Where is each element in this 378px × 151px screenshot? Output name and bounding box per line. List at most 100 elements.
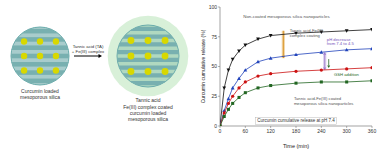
data-point: [244, 80, 247, 83]
y-tick-label: 75: [211, 34, 217, 40]
x-tick-label: 240: [317, 128, 326, 134]
annotation-line: from 7.4 to 4.5: [327, 41, 355, 46]
data-point: [319, 50, 323, 53]
data-point: [237, 50, 241, 53]
data-point: [256, 60, 260, 63]
arrow-head: [323, 52, 326, 55]
pores: [117, 27, 179, 86]
y-tick: [218, 36, 220, 37]
diagram-label: mesoporous silica: [128, 116, 168, 122]
pore-stripe: [11, 29, 69, 34]
arrow-label: + Fe(III) complex: [72, 49, 105, 54]
curcumin-dot: [128, 68, 135, 75]
pore-stripe: [117, 27, 179, 31]
data-point: [320, 80, 323, 83]
y-tick-label: 0: [214, 123, 217, 129]
x-tick-label: 0: [219, 128, 222, 134]
data-point: [269, 84, 272, 87]
annotations: Non-coated mesoporous silica nanoparticl…: [243, 14, 359, 124]
arrow-label-line: + Fe(III) complex: [72, 49, 105, 54]
y-tick-label: 100: [209, 4, 218, 10]
curcumin-dot: [145, 37, 152, 44]
curcumin-dot: [53, 67, 59, 73]
annotation-line: complex coating: [290, 33, 321, 38]
data-point: [223, 115, 226, 118]
curcumin-dot: [145, 68, 152, 75]
data-point: [222, 86, 226, 89]
y-tick: [218, 66, 220, 67]
data-point: [231, 86, 235, 89]
pore-stripe: [11, 79, 69, 84]
annotation: Non-coated mesoporous silica nanoparticl…: [243, 14, 330, 19]
data-point: [370, 79, 372, 82]
x-tick-label: 300: [342, 128, 351, 134]
data-point: [370, 28, 372, 31]
curcumin-dot: [162, 53, 169, 60]
diagram-label: mesoporous silica: [20, 94, 60, 100]
data-point: [269, 72, 272, 75]
annotation-line: GSH addition: [334, 72, 360, 77]
data-point: [244, 91, 247, 94]
diagram-label-line: mesoporous silica: [128, 116, 168, 122]
annotation: Tannic acid-Fe(III) coatedmesoporous sil…: [294, 96, 354, 106]
arrow-head: [327, 66, 330, 69]
data-point: [256, 74, 259, 77]
pore-stripe: [11, 62, 69, 67]
data-point: [220, 124, 222, 126]
diagram-label: Tannic acid: [135, 97, 160, 103]
x-tick-label: 60: [243, 128, 249, 134]
plot: 0601201802403003600255075100Time (min)Cu…: [200, 4, 376, 149]
change-range: [323, 52, 326, 70]
data-point: [320, 68, 323, 71]
annotation-line: mesoporous silica nanoparticles: [294, 101, 354, 106]
curcumin-dot: [37, 53, 43, 59]
data-point: [227, 69, 231, 72]
data-point: [345, 29, 349, 32]
series: [220, 28, 372, 126]
curcumin-dot: [21, 53, 27, 59]
data-point: [227, 102, 230, 105]
data-point: [231, 95, 234, 98]
annotation: Curcumin cumulative release at pH 7.4: [257, 118, 335, 123]
data-point: [345, 80, 348, 83]
curcumin-dot: [37, 38, 43, 44]
data-point: [231, 58, 235, 61]
annotation: GSH addition: [334, 72, 360, 77]
data-point: [220, 124, 222, 126]
annotation: Tannic acid-Fe(III)complex coating: [290, 28, 324, 38]
curcumin-dot: [53, 38, 59, 44]
y-axis-label: Curcumin cumulative release (%): [200, 29, 206, 103]
gsh-arrow: [328, 59, 329, 66]
ranges: [282, 31, 327, 70]
annotation: pH decreasefrom 7.4 to 4.5: [327, 37, 355, 47]
diagram-label-line: curcumin loaded: [130, 110, 167, 116]
series-line: [220, 68, 372, 126]
annotation-line: Non-coated mesoporous silica nanoparticl…: [243, 14, 330, 19]
y-tick: [218, 7, 220, 8]
data-point: [294, 70, 297, 73]
data-point: [256, 86, 259, 89]
curcumin-dot: [162, 68, 169, 75]
data-point: [370, 47, 372, 50]
pore-stripe: [11, 45, 69, 50]
data-point: [370, 66, 372, 69]
curcumin-dot: [53, 53, 59, 59]
figure: Curcumin loadedmesoporous silicaTannic a…: [0, 0, 378, 151]
data-point: [243, 68, 247, 71]
x-tick-label: 360: [368, 128, 377, 134]
data-point: [345, 48, 349, 51]
x-axis-label: Time (min): [283, 143, 309, 149]
data-point: [243, 44, 247, 47]
data-point: [256, 38, 260, 41]
data-point: [227, 108, 230, 111]
arrow-head: [99, 54, 103, 58]
x-tick-label: 120: [266, 128, 275, 134]
data-point: [227, 97, 231, 100]
series-line: [220, 30, 372, 126]
reaction-arrow: [74, 56, 99, 57]
curcumin-dot: [145, 53, 152, 60]
pore-stripe: [11, 54, 69, 59]
diagram: Curcumin loadedmesoporous silicaTannic a…: [11, 16, 188, 122]
data-point: [237, 77, 241, 80]
particle-halo: [108, 16, 189, 97]
